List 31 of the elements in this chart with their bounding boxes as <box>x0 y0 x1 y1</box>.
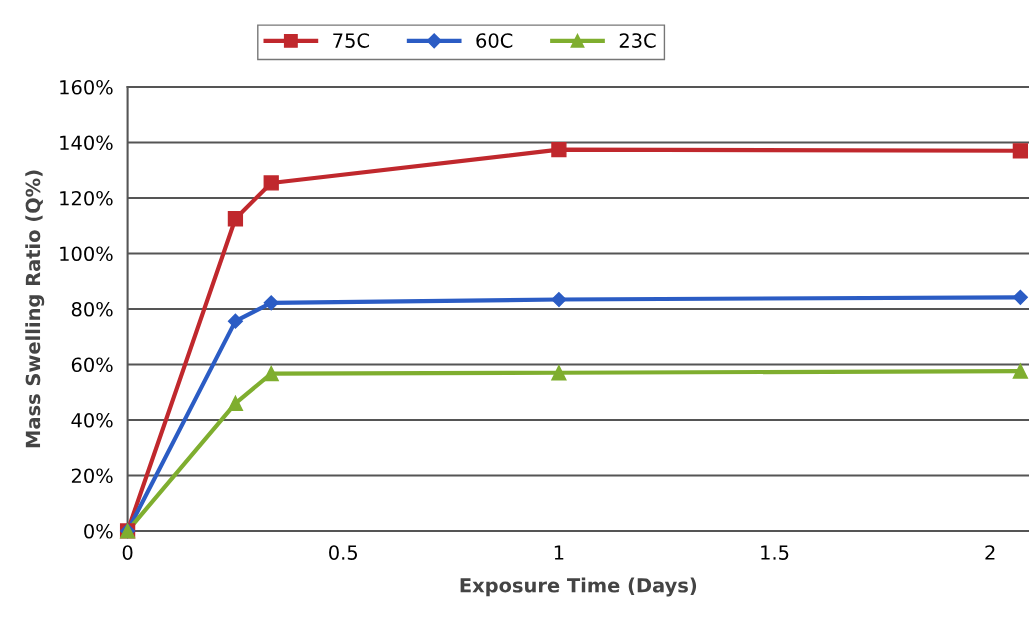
x-tick-label: 1.5 <box>761 545 789 560</box>
point <box>1012 289 1028 305</box>
point <box>1012 143 1029 159</box>
y-tick-label: 40% <box>71 412 113 428</box>
point <box>227 395 244 411</box>
x-axis-title: Exposure Time (Days) <box>460 577 697 597</box>
point <box>263 175 279 191</box>
y-tick-label: 100% <box>60 246 113 262</box>
point <box>551 365 567 381</box>
point <box>227 211 244 227</box>
y-tick-label: 80% <box>71 301 113 317</box>
y-axis-title: Mass Swelling Ratio (Q%) <box>25 170 45 448</box>
point <box>263 295 279 311</box>
y-tick-label: 60% <box>71 357 113 373</box>
point <box>551 291 567 308</box>
point <box>263 365 279 382</box>
legend-label: 60C <box>476 33 513 48</box>
y-tick-label: 20% <box>71 468 113 484</box>
y-tick-label: 140% <box>60 135 113 151</box>
x-tick-label: 1 <box>554 545 564 560</box>
x-tick-label: 0 <box>122 545 133 560</box>
y-tick-label: 0% <box>84 523 113 539</box>
point <box>1012 363 1029 379</box>
point <box>551 142 567 158</box>
legend-label: 75C <box>333 33 369 48</box>
x-tick-label: 2 <box>985 545 995 560</box>
y-tick-label: 160% <box>60 79 113 95</box>
legend-label: 23C <box>619 33 656 48</box>
y-tick-label: 120% <box>60 190 113 206</box>
x-tick-label: 0.5 <box>329 545 358 560</box>
point <box>227 313 243 329</box>
